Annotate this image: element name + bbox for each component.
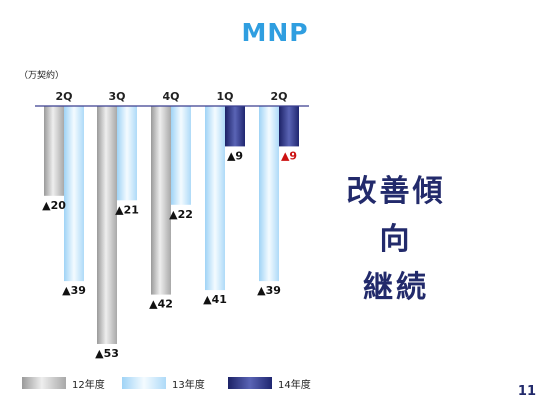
legend-label: 13年度 (172, 380, 205, 391)
legend-swatch (228, 377, 272, 389)
category-label: 1Q (216, 90, 233, 103)
data-label: ▲53 (95, 347, 119, 360)
bar (117, 106, 137, 201)
legend-label: 14年度 (278, 380, 311, 391)
message-line-1: 改善傾向 (346, 174, 446, 257)
unit-label: （万契約） (19, 71, 65, 81)
data-label: ▲20 (42, 199, 66, 212)
bar (97, 106, 117, 344)
bar-chart: 2Q 3Q 4Q 1Q 2Q ▲20 ▲39 ▲53 ▲21 ▲42 ▲22 ▲41 ▲9 ▲39 ▲9 (35, 90, 309, 360)
data-label: ▲21 (115, 203, 139, 216)
legend-swatch (122, 377, 166, 389)
category-label: 4Q (162, 90, 179, 103)
category-label: 2Q (55, 90, 72, 103)
data-label: ▲39 (257, 284, 281, 297)
bar (259, 106, 279, 282)
bar (151, 106, 171, 295)
data-label: ▲9 (281, 149, 297, 162)
legend-swatch (22, 377, 66, 389)
bar (225, 106, 245, 147)
page-number: 11 (517, 384, 536, 399)
bar (64, 106, 84, 282)
bar (44, 106, 64, 196)
category-label: 3Q (108, 90, 125, 103)
bar (279, 106, 299, 147)
message-line-2: 継続 (363, 270, 429, 305)
data-label: ▲22 (169, 208, 193, 221)
category-label: 2Q (270, 90, 287, 103)
legend-label: 12年度 (72, 380, 105, 391)
chart-title: MNP (241, 18, 309, 47)
bar (171, 106, 191, 205)
message-text: 改善傾向 継続 (336, 168, 456, 312)
data-label: ▲9 (227, 149, 243, 162)
data-label: ▲42 (149, 298, 173, 311)
data-label: ▲39 (62, 284, 86, 297)
data-label: ▲41 (203, 293, 227, 306)
bar (205, 106, 225, 291)
